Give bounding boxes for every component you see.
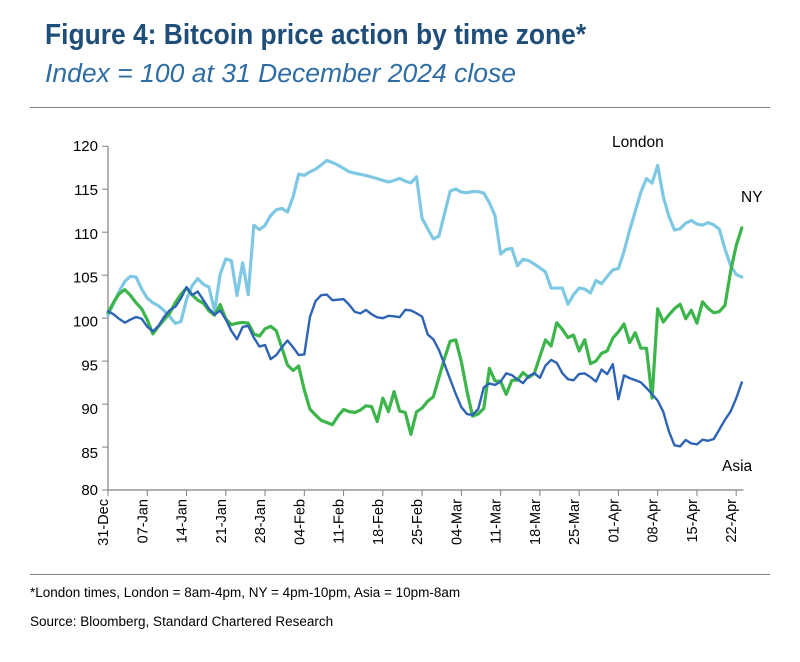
svg-text:08-Apr: 08-Apr <box>646 499 662 543</box>
svg-text:85: 85 <box>81 445 98 462</box>
svg-text:07-Jan: 07-Jan <box>135 499 151 543</box>
svg-text:01-Apr: 01-Apr <box>606 499 622 543</box>
svg-text:21-Jan: 21-Jan <box>214 499 230 543</box>
svg-text:110: 110 <box>74 226 98 243</box>
svg-text:11-Feb: 11-Feb <box>332 499 348 544</box>
svg-text:18-Mar: 18-Mar <box>528 499 544 545</box>
svg-text:115: 115 <box>74 182 98 199</box>
svg-text:25-Mar: 25-Mar <box>567 499 583 545</box>
svg-text:105: 105 <box>73 270 98 287</box>
svg-text:NY: NY <box>741 189 763 206</box>
svg-text:95: 95 <box>81 357 98 374</box>
svg-text:28-Jan: 28-Jan <box>253 499 269 543</box>
svg-text:120: 120 <box>73 138 98 155</box>
svg-text:14-Jan: 14-Jan <box>175 499 191 543</box>
svg-text:15-Apr: 15-Apr <box>685 499 701 543</box>
svg-text:100: 100 <box>73 314 98 331</box>
svg-text:25-Feb: 25-Feb <box>410 499 426 545</box>
svg-text:31-Dec: 31-Dec <box>96 499 112 546</box>
svg-text:04-Feb: 04-Feb <box>292 499 308 545</box>
svg-text:Asia: Asia <box>722 458 753 475</box>
svg-text:22-Apr: 22-Apr <box>724 499 740 543</box>
svg-text:18-Feb: 18-Feb <box>371 499 387 545</box>
svg-text:11-Mar: 11-Mar <box>489 499 505 544</box>
svg-text:London: London <box>612 134 664 151</box>
svg-text:04-Mar: 04-Mar <box>449 499 465 545</box>
svg-text:90: 90 <box>81 401 98 418</box>
svg-text:80: 80 <box>81 482 98 499</box>
